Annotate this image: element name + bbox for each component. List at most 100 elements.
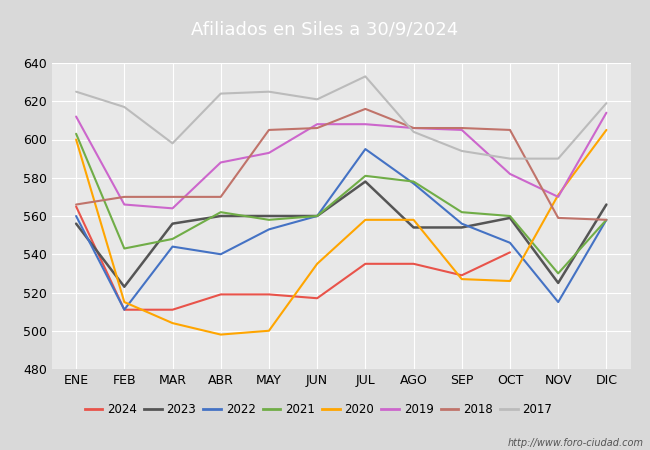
2023	[120, 284, 128, 289]
2020	[313, 261, 321, 266]
2021	[217, 209, 225, 215]
2021	[120, 246, 128, 251]
2018	[361, 106, 369, 112]
2017	[458, 148, 465, 153]
2018	[72, 202, 80, 207]
2020	[265, 328, 273, 333]
2020	[72, 137, 80, 142]
2018	[313, 125, 321, 130]
2019	[458, 127, 465, 133]
2021	[168, 236, 176, 242]
2017	[506, 156, 514, 162]
2021	[313, 213, 321, 219]
2019	[410, 125, 417, 130]
2022	[313, 213, 321, 219]
2018	[603, 217, 610, 222]
2020	[554, 192, 562, 198]
2019	[265, 150, 273, 156]
Text: Afiliados en Siles a 30/9/2024: Afiliados en Siles a 30/9/2024	[191, 21, 459, 39]
2020	[603, 127, 610, 133]
Legend: 2024, 2023, 2022, 2021, 2020, 2019, 2018, 2017: 2024, 2023, 2022, 2021, 2020, 2019, 2018…	[80, 398, 557, 421]
2023	[603, 202, 610, 207]
2023	[361, 179, 369, 184]
2018	[265, 127, 273, 133]
2024	[410, 261, 417, 266]
Text: http://www.foro-ciudad.com: http://www.foro-ciudad.com	[508, 438, 644, 448]
2017	[265, 89, 273, 94]
2023	[458, 225, 465, 230]
2023	[72, 221, 80, 226]
2022	[603, 217, 610, 222]
2020	[458, 276, 465, 282]
2021	[410, 179, 417, 184]
2021	[506, 213, 514, 219]
2018	[410, 125, 417, 130]
2019	[217, 160, 225, 165]
2021	[265, 217, 273, 222]
2022	[72, 213, 80, 219]
2017	[554, 156, 562, 162]
2024	[506, 250, 514, 255]
2020	[168, 320, 176, 326]
2019	[72, 114, 80, 119]
Line: 2019: 2019	[76, 112, 606, 208]
2019	[168, 206, 176, 211]
2017	[603, 100, 610, 106]
2020	[410, 217, 417, 222]
Line: 2024: 2024	[76, 207, 510, 310]
2022	[554, 299, 562, 305]
2024	[72, 204, 80, 209]
2020	[217, 332, 225, 337]
2020	[506, 278, 514, 284]
2021	[554, 270, 562, 276]
2017	[217, 91, 225, 96]
2023	[506, 215, 514, 220]
Line: 2020: 2020	[76, 130, 606, 334]
2023	[554, 280, 562, 286]
2020	[120, 299, 128, 305]
2022	[410, 181, 417, 186]
2021	[361, 173, 369, 179]
2024	[361, 261, 369, 266]
2020	[361, 217, 369, 222]
2022	[168, 244, 176, 249]
2023	[265, 213, 273, 219]
2021	[458, 209, 465, 215]
2023	[410, 225, 417, 230]
2017	[361, 74, 369, 79]
2018	[120, 194, 128, 200]
2018	[217, 194, 225, 200]
2019	[120, 202, 128, 207]
Line: 2021: 2021	[76, 134, 606, 273]
2021	[603, 217, 610, 222]
2019	[603, 110, 610, 115]
2022	[217, 252, 225, 257]
Line: 2017: 2017	[76, 76, 606, 159]
2017	[168, 140, 176, 146]
2019	[361, 122, 369, 127]
2019	[554, 194, 562, 200]
2018	[506, 127, 514, 133]
2024	[313, 296, 321, 301]
2017	[120, 104, 128, 110]
2018	[554, 215, 562, 220]
2023	[217, 213, 225, 219]
2017	[313, 97, 321, 102]
2024	[217, 292, 225, 297]
2022	[458, 221, 465, 226]
2022	[265, 227, 273, 232]
Line: 2022: 2022	[76, 149, 606, 310]
Line: 2023: 2023	[76, 181, 606, 287]
2018	[168, 194, 176, 200]
2022	[506, 240, 514, 245]
2018	[458, 125, 465, 130]
Line: 2018: 2018	[76, 109, 606, 220]
2024	[120, 307, 128, 312]
2017	[410, 129, 417, 135]
2019	[313, 122, 321, 127]
2024	[458, 273, 465, 278]
2021	[72, 131, 80, 136]
2019	[506, 171, 514, 176]
2017	[72, 89, 80, 94]
2023	[168, 221, 176, 226]
